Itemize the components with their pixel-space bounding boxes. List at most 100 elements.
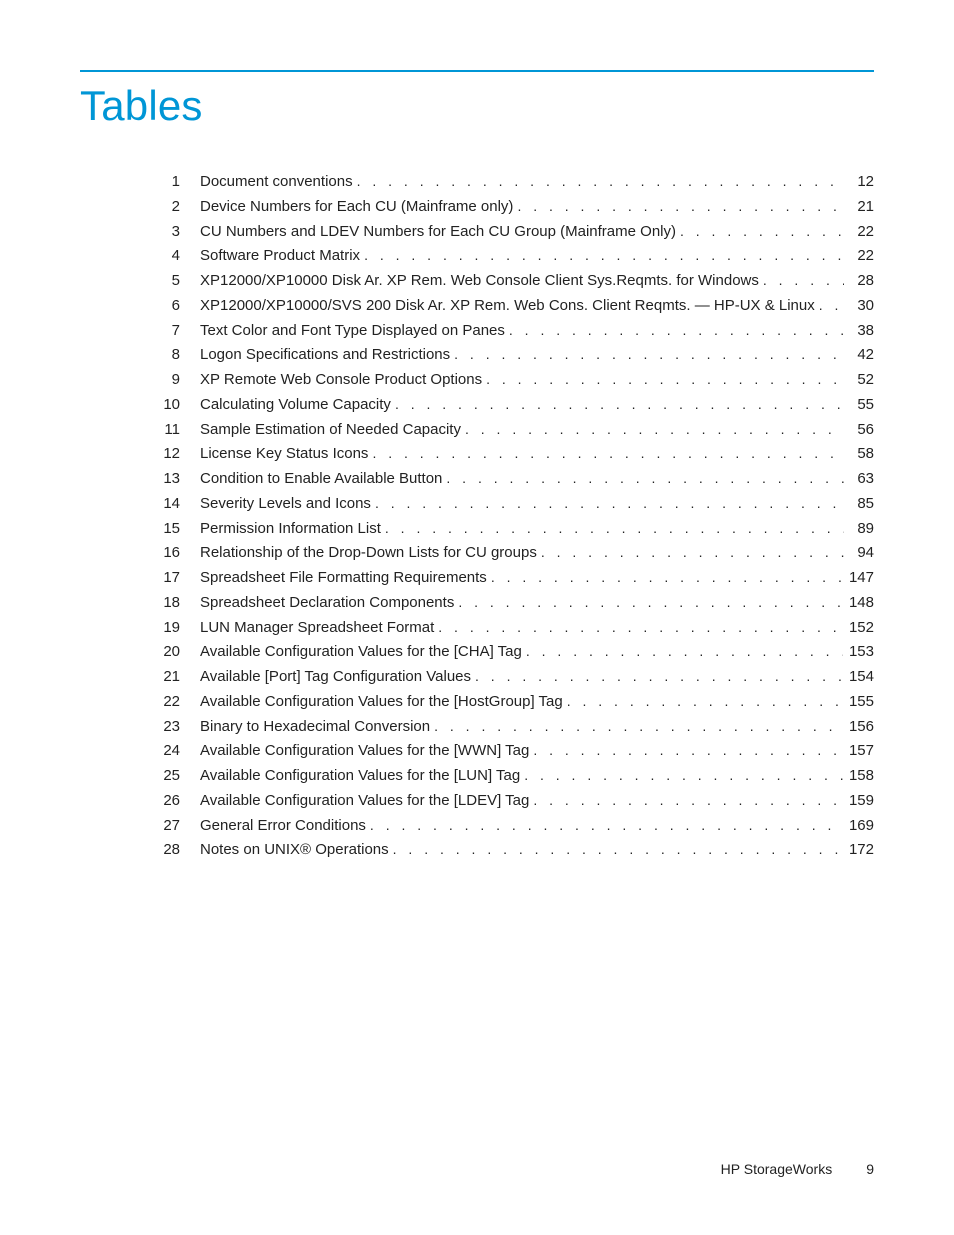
- toc-entry-page: 22: [844, 220, 874, 245]
- toc-entry-title: Calculating Volume Capacity: [200, 393, 391, 418]
- toc-entry-number: 20: [160, 640, 200, 665]
- toc-leader-dots: . . . . . . . . . . . . . . . . . . . . …: [442, 467, 844, 490]
- toc-entry: 23Binary to Hexadecimal Conversion . . .…: [160, 715, 874, 740]
- toc-entry: 13Condition to Enable Available Button .…: [160, 467, 874, 492]
- toc-entry: 11Sample Estimation of Needed Capacity .…: [160, 418, 874, 443]
- toc-entry-number: 6: [160, 294, 200, 319]
- toc-entry: 28Notes on UNIX® Operations . . . . . . …: [160, 838, 874, 863]
- toc-entry-number: 3: [160, 220, 200, 245]
- toc-entry-page: 153: [843, 640, 874, 665]
- toc-entry-title: General Error Conditions: [200, 814, 366, 839]
- toc-entry-title: Available Configuration Values for the […: [200, 640, 522, 665]
- toc-entry-title: CU Numbers and LDEV Numbers for Each CU …: [200, 220, 676, 245]
- toc-entry: 19LUN Manager Spreadsheet Format . . . .…: [160, 616, 874, 641]
- toc-leader-dots: . . . . . . . . . . . . . . . . . . . . …: [381, 517, 844, 540]
- toc-entry: 14Severity Levels and Icons . . . . . . …: [160, 492, 874, 517]
- toc-leader-dots: . . . . . . . . . . . . . . . . . . . . …: [461, 418, 844, 441]
- toc-entry-number: 19: [160, 616, 200, 641]
- toc-leader-dots: . . . . . . . . . . . . . . . . . . . . …: [815, 294, 844, 317]
- toc-entry: 2Device Numbers for Each CU (Mainframe o…: [160, 195, 874, 220]
- toc-entry: 4Software Product Matrix . . . . . . . .…: [160, 244, 874, 269]
- toc-leader-dots: . . . . . . . . . . . . . . . . . . . . …: [353, 170, 844, 193]
- toc-leader-dots: . . . . . . . . . . . . . . . . . . . . …: [371, 492, 844, 515]
- toc-entry-page: 157: [843, 739, 874, 764]
- toc-leader-dots: . . . . . . . . . . . . . . . . . . . . …: [522, 640, 843, 663]
- toc-entry-page: 28: [844, 269, 874, 294]
- toc-entry: 22Available Configuration Values for the…: [160, 690, 874, 715]
- toc-entry-number: 5: [160, 269, 200, 294]
- toc-entry-page: 85: [844, 492, 874, 517]
- toc-entry-page: 55: [844, 393, 874, 418]
- toc-entry-number: 18: [160, 591, 200, 616]
- toc-leader-dots: . . . . . . . . . . . . . . . . . . . . …: [487, 566, 843, 589]
- toc-entry-page: 38: [844, 319, 874, 344]
- toc-entry: 1Document conventions . . . . . . . . . …: [160, 170, 874, 195]
- toc-entry-number: 15: [160, 517, 200, 542]
- toc-entry-number: 23: [160, 715, 200, 740]
- toc-entry-page: 172: [843, 838, 874, 863]
- toc-entry-page: 159: [843, 789, 874, 814]
- toc-entry-number: 17: [160, 566, 200, 591]
- toc-entry-page: 152: [843, 616, 874, 641]
- toc-leader-dots: . . . . . . . . . . . . . . . . . . . . …: [676, 220, 844, 243]
- toc-leader-dots: . . . . . . . . . . . . . . . . . . . . …: [430, 715, 843, 738]
- toc-entry-title: XP Remote Web Console Product Options: [200, 368, 482, 393]
- toc-leader-dots: . . . . . . . . . . . . . . . . . . . . …: [759, 269, 844, 292]
- toc-entry-page: 30: [844, 294, 874, 319]
- toc-leader-dots: . . . . . . . . . . . . . . . . . . . . …: [537, 541, 844, 564]
- toc-leader-dots: . . . . . . . . . . . . . . . . . . . . …: [366, 814, 843, 837]
- tables-list: 1Document conventions . . . . . . . . . …: [80, 170, 874, 863]
- toc-entry-title: Available [Port] Tag Configuration Value…: [200, 665, 471, 690]
- toc-leader-dots: . . . . . . . . . . . . . . . . . . . . …: [471, 665, 843, 688]
- toc-entry-number: 25: [160, 764, 200, 789]
- toc-entry-page: 56: [844, 418, 874, 443]
- toc-entry: 21Available [Port] Tag Configuration Val…: [160, 665, 874, 690]
- toc-entry-number: 11: [160, 418, 200, 443]
- toc-entry-number: 1: [160, 170, 200, 195]
- toc-entry-page: 89: [844, 517, 874, 542]
- toc-entry-page: 148: [843, 591, 874, 616]
- toc-entry-number: 28: [160, 838, 200, 863]
- toc-entry-number: 7: [160, 319, 200, 344]
- toc-entry-title: Spreadsheet Declaration Components: [200, 591, 454, 616]
- toc-entry: 9XP Remote Web Console Product Options .…: [160, 368, 874, 393]
- toc-entry-title: Software Product Matrix: [200, 244, 360, 269]
- toc-leader-dots: . . . . . . . . . . . . . . . . . . . . …: [434, 616, 843, 639]
- toc-entry-page: 158: [843, 764, 874, 789]
- toc-entry-title: Text Color and Font Type Displayed on Pa…: [200, 319, 505, 344]
- toc-entry-title: Binary to Hexadecimal Conversion: [200, 715, 430, 740]
- toc-entry: 15Permission Information List . . . . . …: [160, 517, 874, 542]
- toc-entry-title: Logon Specifications and Restrictions: [200, 343, 450, 368]
- toc-entry-page: 21: [844, 195, 874, 220]
- toc-entry-number: 24: [160, 739, 200, 764]
- toc-entry: 17Spreadsheet File Formatting Requiremen…: [160, 566, 874, 591]
- toc-entry-page: 12: [844, 170, 874, 195]
- toc-entry: 5XP12000/XP10000 Disk Ar. XP Rem. Web Co…: [160, 269, 874, 294]
- toc-entry-page: 58: [844, 442, 874, 467]
- toc-entry-title: Document conventions: [200, 170, 353, 195]
- toc-entry-number: 14: [160, 492, 200, 517]
- toc-leader-dots: . . . . . . . . . . . . . . . . . . . . …: [563, 690, 843, 713]
- toc-entry-title: Severity Levels and Icons: [200, 492, 371, 517]
- toc-entry: 12License Key Status Icons . . . . . . .…: [160, 442, 874, 467]
- toc-entry: 27General Error Conditions . . . . . . .…: [160, 814, 874, 839]
- toc-entry: 3CU Numbers and LDEV Numbers for Each CU…: [160, 220, 874, 245]
- toc-entry: 10Calculating Volume Capacity . . . . . …: [160, 393, 874, 418]
- section-title: Tables: [80, 82, 874, 130]
- toc-entry-number: 9: [160, 368, 200, 393]
- toc-entry-title: Available Configuration Values for the […: [200, 764, 520, 789]
- toc-leader-dots: . . . . . . . . . . . . . . . . . . . . …: [513, 195, 844, 218]
- toc-entry-number: 12: [160, 442, 200, 467]
- top-rule: [80, 70, 874, 72]
- toc-entry-page: 147: [843, 566, 874, 591]
- toc-entry-page: 156: [843, 715, 874, 740]
- toc-leader-dots: . . . . . . . . . . . . . . . . . . . . …: [391, 393, 844, 416]
- toc-entry: 7Text Color and Font Type Displayed on P…: [160, 319, 874, 344]
- toc-entry: 8Logon Specifications and Restrictions .…: [160, 343, 874, 368]
- toc-leader-dots: . . . . . . . . . . . . . . . . . . . . …: [529, 789, 843, 812]
- toc-entry-number: 27: [160, 814, 200, 839]
- toc-entry-page: 154: [843, 665, 874, 690]
- toc-leader-dots: . . . . . . . . . . . . . . . . . . . . …: [368, 442, 844, 465]
- toc-entry-title: Notes on UNIX® Operations: [200, 838, 389, 863]
- toc-entry-title: LUN Manager Spreadsheet Format: [200, 616, 434, 641]
